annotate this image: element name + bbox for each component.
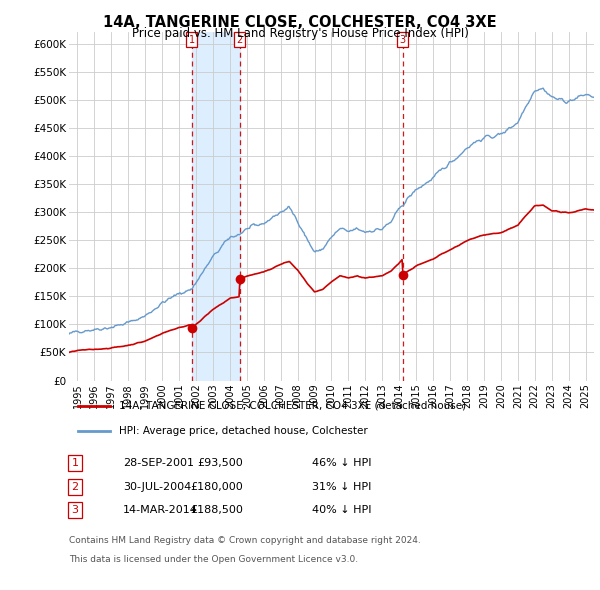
Text: £180,000: £180,000 [190, 482, 243, 491]
Text: 3: 3 [71, 506, 79, 515]
Text: 46% ↓ HPI: 46% ↓ HPI [312, 458, 371, 468]
Text: This data is licensed under the Open Government Licence v3.0.: This data is licensed under the Open Gov… [69, 555, 358, 563]
Text: 2: 2 [71, 482, 79, 491]
Text: HPI: Average price, detached house, Colchester: HPI: Average price, detached house, Colc… [119, 426, 368, 436]
Text: 14A, TANGERINE CLOSE, COLCHESTER, CO4 3XE (detached house): 14A, TANGERINE CLOSE, COLCHESTER, CO4 3X… [119, 401, 466, 411]
Text: £93,500: £93,500 [197, 458, 243, 468]
Text: 40% ↓ HPI: 40% ↓ HPI [312, 506, 371, 515]
Text: 1: 1 [71, 458, 79, 468]
Text: 14A, TANGERINE CLOSE, COLCHESTER, CO4 3XE: 14A, TANGERINE CLOSE, COLCHESTER, CO4 3X… [103, 15, 497, 30]
Bar [192, 32, 240, 381]
Text: Contains HM Land Registry data © Crown copyright and database right 2024.: Contains HM Land Registry data © Crown c… [69, 536, 421, 545]
Text: 1: 1 [189, 35, 195, 45]
Text: 31% ↓ HPI: 31% ↓ HPI [312, 482, 371, 491]
Text: £188,500: £188,500 [190, 506, 243, 515]
Text: 30-JUL-2004: 30-JUL-2004 [123, 482, 191, 491]
Text: 3: 3 [400, 35, 406, 45]
Text: 28-SEP-2001: 28-SEP-2001 [123, 458, 194, 468]
Text: Price paid vs. HM Land Registry's House Price Index (HPI): Price paid vs. HM Land Registry's House … [131, 27, 469, 40]
Text: 2: 2 [236, 35, 243, 45]
Text: 14-MAR-2014: 14-MAR-2014 [123, 506, 198, 515]
